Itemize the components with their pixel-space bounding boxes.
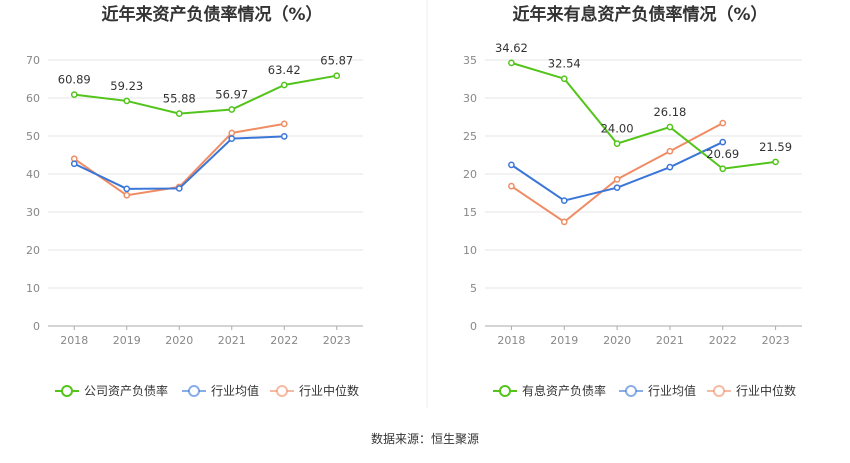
data-point[interactable] xyxy=(719,119,727,127)
y-tick-label: 0 xyxy=(33,320,40,333)
y-tick-label: 5 xyxy=(470,282,477,295)
data-point[interactable] xyxy=(508,161,515,169)
data-point[interactable] xyxy=(70,91,78,98)
data-point[interactable] xyxy=(175,185,183,192)
legend-item[interactable]: 有息资产负债率 xyxy=(493,383,606,398)
data-label: 55.88 xyxy=(163,92,196,106)
interest-bearing-debt-ratio-chart: 近年来有息资产负债率情况（%） 0 5 10 15 20 25 30 35 2018 2019 202… xyxy=(463,4,802,398)
data-point[interactable] xyxy=(666,147,674,155)
data-label: 63.42 xyxy=(268,63,301,77)
x-tick-label: 2023 xyxy=(762,334,790,347)
y-tick-label: 0 xyxy=(470,320,477,333)
legend-label: 行业均值 xyxy=(211,383,259,398)
y-tick-label: 30 xyxy=(463,92,477,105)
data-point[interactable] xyxy=(280,133,288,140)
x-tick-label: 2020 xyxy=(165,334,193,347)
series-line xyxy=(510,141,724,202)
legend-item[interactable]: 公司资产负债率 xyxy=(55,383,168,398)
y-tick-label: 35 xyxy=(463,54,477,67)
data-label: 32.54 xyxy=(548,57,581,71)
legend-item[interactable]: 行业均值 xyxy=(619,383,696,398)
legend-swatch-marker xyxy=(713,385,725,397)
y-tick-label: 15 xyxy=(463,206,477,219)
legend-label: 公司资产负债率 xyxy=(84,383,168,398)
data-point[interactable] xyxy=(333,72,341,80)
x-tick-label: 2019 xyxy=(113,334,141,347)
legend-item[interactable]: 行业中位数 xyxy=(270,383,359,398)
source-note: 数据来源：恒生聚源 xyxy=(371,431,479,446)
y-tick-label: 10 xyxy=(26,282,40,295)
data-point[interactable] xyxy=(280,120,288,128)
data-point[interactable] xyxy=(70,160,78,168)
data-point[interactable] xyxy=(280,81,288,89)
data-label: 26.18 xyxy=(653,105,686,119)
data-label: 56.97 xyxy=(215,88,248,102)
data-point[interactable] xyxy=(666,123,674,131)
data-point[interactable] xyxy=(613,140,621,147)
x-tick-label: 2020 xyxy=(603,334,631,347)
data-point[interactable] xyxy=(175,110,183,118)
legend-label: 行业中位数 xyxy=(299,383,359,398)
data-point[interactable] xyxy=(613,175,621,183)
data-point[interactable] xyxy=(613,184,621,192)
legend-item[interactable]: 行业中位数 xyxy=(707,383,796,398)
data-point[interactable] xyxy=(228,129,236,137)
x-tick-label: 2018 xyxy=(60,334,88,347)
data-point[interactable] xyxy=(666,163,674,171)
y-tick-label: 40 xyxy=(26,168,40,181)
y-tick-label: 70 xyxy=(26,54,40,67)
data-label: 24.00 xyxy=(601,122,634,136)
legend-swatch-marker xyxy=(188,385,200,397)
y-tick-label: 60 xyxy=(26,92,40,105)
legend-label: 有息资产负债率 xyxy=(522,383,606,398)
data-point[interactable] xyxy=(772,158,779,166)
debt-ratio-chart: 近年来资产负债率情况（%） 0 10 20 30 40 50 60 70 2018 2019 2020… xyxy=(26,4,363,398)
series-line xyxy=(74,74,337,115)
data-label: 20.69 xyxy=(706,147,739,161)
chart-title: 近年来资产负债率情况（%） xyxy=(101,4,322,25)
data-point[interactable] xyxy=(228,106,236,113)
x-tick-label: 2023 xyxy=(323,334,351,347)
data-point[interactable] xyxy=(560,218,568,226)
data-point[interactable] xyxy=(228,135,236,143)
series-line xyxy=(510,122,724,224)
data-label: 59.23 xyxy=(110,79,143,93)
y-tick-label: 30 xyxy=(26,206,40,219)
data-label: 60.89 xyxy=(58,73,91,87)
data-point[interactable] xyxy=(123,97,131,105)
legend-swatch-marker xyxy=(61,385,73,397)
chart-title: 近年来有息资产负债率情况（%） xyxy=(512,4,767,25)
data-label: 65.87 xyxy=(320,54,353,68)
y-tick-label: 20 xyxy=(26,244,40,257)
legend-label: 行业中位数 xyxy=(736,383,796,398)
legend-label: 行业均值 xyxy=(648,383,696,398)
data-label: 34.62 xyxy=(495,41,528,55)
legend-item[interactable]: 行业均值 xyxy=(182,383,259,398)
data-point[interactable] xyxy=(123,191,131,199)
data-point[interactable] xyxy=(123,185,131,193)
legend-swatch-marker xyxy=(276,385,288,397)
x-tick-label: 2021 xyxy=(218,334,246,347)
y-tick-label: 50 xyxy=(26,130,40,143)
data-point[interactable] xyxy=(508,59,515,67)
x-tick-label: 2022 xyxy=(709,334,737,347)
x-tick-label: 2021 xyxy=(656,334,684,347)
data-point[interactable] xyxy=(719,165,727,173)
legend-swatch-marker xyxy=(625,385,637,397)
x-tick-label: 2022 xyxy=(270,334,298,347)
x-tick-label: 2019 xyxy=(550,334,578,347)
y-tick-label: 10 xyxy=(463,244,477,257)
data-point[interactable] xyxy=(719,138,727,146)
legend-swatch-marker xyxy=(499,385,511,397)
data-point[interactable] xyxy=(560,197,568,204)
y-tick-label: 20 xyxy=(463,168,477,181)
data-point[interactable] xyxy=(508,182,515,190)
x-tick-label: 2018 xyxy=(497,334,525,347)
data-point[interactable] xyxy=(560,75,568,83)
data-label: 21.59 xyxy=(759,140,792,154)
series-line xyxy=(511,61,776,170)
y-tick-label: 25 xyxy=(463,130,477,143)
